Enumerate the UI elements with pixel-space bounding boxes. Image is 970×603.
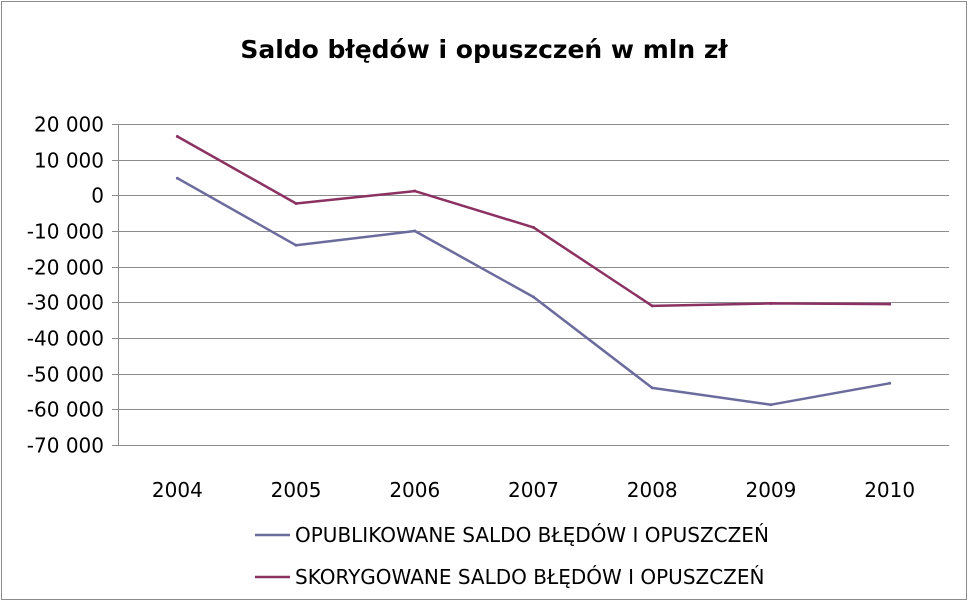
x-tick-label: 2008 (627, 478, 678, 502)
data-point (650, 386, 654, 390)
x-tick-label: 2006 (389, 478, 440, 502)
y-tick-label: -40 000 (27, 327, 104, 351)
data-point (294, 243, 298, 247)
data-point (175, 176, 179, 180)
x-tick-label: 2007 (508, 478, 559, 502)
y-tick-label: 10 000 (34, 149, 104, 173)
y-tick-label: -30 000 (27, 291, 104, 315)
data-point (888, 302, 892, 306)
series-line-1 (176, 177, 890, 406)
y-tick-label: -10 000 (27, 220, 104, 244)
y-tick-label: -50 000 (27, 363, 104, 387)
x-tick-label: 2005 (271, 478, 322, 502)
y-tick-label: 0 (91, 184, 104, 208)
x-axis: 2004 2005 2006 2007 2008 2009 2010 (152, 478, 915, 502)
data-point (413, 229, 417, 233)
data-point (650, 304, 654, 308)
series-line-2 (176, 135, 890, 308)
x-tick-label: 2009 (745, 478, 796, 502)
data-point (532, 295, 535, 299)
data-point (413, 189, 417, 193)
data-point (769, 301, 773, 305)
data-point (294, 202, 298, 206)
y-tick-label: -20 000 (27, 256, 104, 280)
y-tick-label: 20 000 (34, 113, 104, 137)
y-tick-label: -70 000 (27, 434, 104, 458)
x-tick-label: 2004 (152, 478, 203, 502)
y-tick-label: -60 000 (27, 398, 104, 422)
data-point (769, 403, 773, 407)
data-point (888, 381, 892, 385)
data-point (175, 134, 179, 138)
y-axis: 20 000 10 000 0 -10 000 -20 000 -30 000 -40 00… (27, 113, 119, 458)
x-tick-label: 2010 (864, 478, 915, 502)
series-lines (175, 134, 892, 407)
legend: OPUBLIKOWANE SALDO BŁĘDÓW I OPUSZCZEŃ SKO… (255, 523, 769, 589)
legend-label-2: SKORYGOWANE SALDO BŁĘDÓW I OPUSZCZEŃ (295, 565, 764, 589)
legend-label-1: OPUBLIKOWANE SALDO BŁĘDÓW I OPUSZCZEŃ (295, 523, 769, 547)
chart-title: Saldo błędów i opuszczeń w mln zł (240, 35, 728, 64)
data-point (532, 225, 535, 229)
